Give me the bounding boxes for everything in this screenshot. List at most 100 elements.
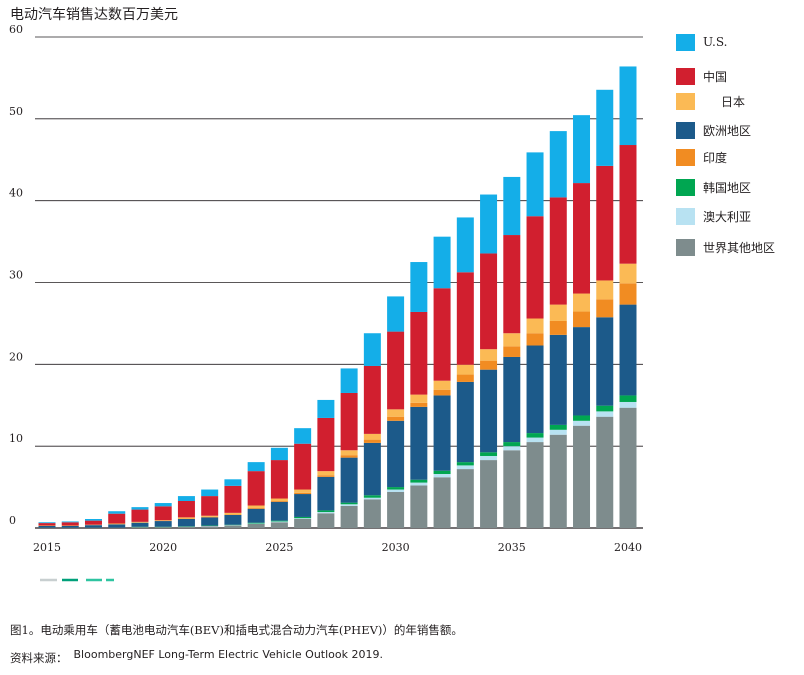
bar-segment [503,346,521,357]
bar-segment [387,487,405,490]
bar-segment [294,494,312,517]
legend-item: 日本 [676,91,745,111]
bar-segment [549,320,567,335]
bar-segment [596,416,614,528]
bar-segment [433,470,451,474]
legend-swatch [676,148,695,166]
bar-segment [480,360,498,370]
bar-segment [410,262,428,312]
bar-segment [224,525,242,528]
legend-swatch [676,207,695,225]
bar-segment [294,492,312,495]
bar-segment [480,460,498,528]
bar-segment [270,522,288,528]
bar-segment [456,217,474,273]
bar-segment [480,349,498,361]
bar-segment [596,280,614,300]
bar-segment [270,498,288,501]
bar-segment [340,455,358,458]
bar-segment [340,457,358,503]
bar-segment [363,495,381,498]
bar-segment [596,299,614,318]
bar-segment [526,318,544,334]
x-tick-label: 2015 [33,541,61,554]
legend-label: 日本 [721,94,746,109]
bar-segment [573,327,591,416]
legend-item: 世界其他地区 [676,237,775,257]
bar-segment [154,503,172,507]
bar-segment [201,496,219,516]
x-tick-label: 2030 [382,541,410,554]
figure-caption: 图1。电动乘用车（蓄电池电动汽车(BEV)和插电式混合动力汽车(PHEV)）的年… [10,623,463,637]
bar-segment [38,522,56,524]
bar-segment [224,512,242,515]
bar-segment [294,516,312,519]
bar-segment [201,517,219,526]
bar-segment [270,520,288,522]
legend-label: 世界其他地区 [703,240,776,255]
figure-source: 资料来源： BloombergNEF Long-Term Electric Veh… [10,648,384,666]
bar-segment [573,115,591,184]
bar-segment [61,525,79,528]
bar-segment [480,455,498,461]
bar-segment [131,522,149,527]
source-label: 资料来源： [10,651,68,665]
bar-segment [294,518,312,528]
bar-segment [596,317,614,406]
bar-segment [270,501,288,521]
bar-segment [619,395,637,402]
bar-segment [526,345,544,434]
bar-segment [456,381,474,463]
bar-segment [596,405,614,412]
bar-segment [270,500,288,502]
bar-segment [410,406,428,480]
bar-segment [61,522,79,526]
legend-item: 澳大利亚 [676,206,751,226]
bar-segment [410,479,428,483]
bar-segment [456,469,474,528]
bar-segment [456,465,474,470]
bar-segment [340,505,358,528]
bar-segment [549,434,567,528]
bar-segment [619,401,637,408]
legend-item: 中国 [676,66,727,86]
bar-segment [387,331,405,410]
legend-swatch [676,121,695,139]
bar-segment [247,507,265,509]
bar-segment [84,518,102,521]
bar-segment [224,485,242,513]
bar-segment [177,500,195,518]
legend-swatch [676,238,695,256]
bar-segment [177,517,195,519]
bar-segment [224,514,242,525]
bar-segment [573,311,591,328]
bar-segment [573,425,591,528]
bar-segment [154,506,172,521]
bar-segment [387,420,405,488]
y-tick-label: 10 [9,432,23,445]
bar-segment [410,482,428,486]
bar-segment [549,131,567,198]
source-text: BloombergNEF Long-Term Electric Vehicle … [73,648,384,661]
bar-segment [619,145,637,264]
bar-segment [573,183,591,294]
bar-segment [154,527,172,528]
x-tick-label: 2020 [149,541,177,554]
bar-segment [363,442,381,496]
bar-segment [317,471,335,476]
y-tick-label: 0 [9,514,16,527]
legend-swatch [676,178,695,196]
bar-segment [340,504,358,506]
bar-segment [177,496,195,501]
bar-segment [108,523,126,525]
bar-segment [247,505,265,508]
bar-segment [317,399,335,418]
bar-segment [433,473,451,478]
bar-segment [387,491,405,528]
bar-segment [410,394,428,403]
bar-segment [503,235,521,334]
chart-title: 电动汽车销售达数百万美元 [10,7,178,23]
bar-segment [38,525,56,528]
bar-segment [247,508,265,523]
